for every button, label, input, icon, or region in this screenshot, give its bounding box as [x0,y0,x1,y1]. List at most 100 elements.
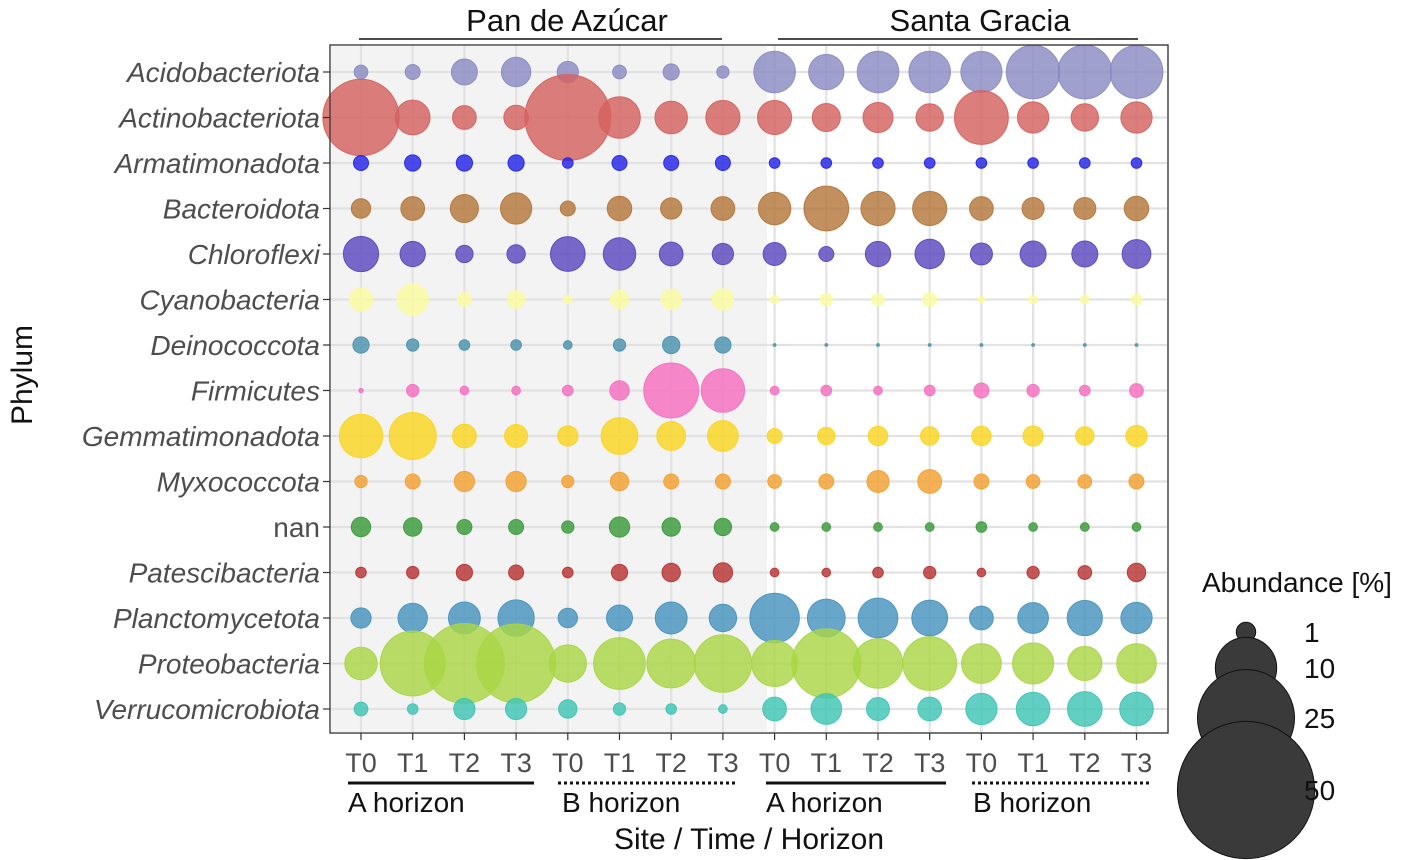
bubble [716,65,730,79]
bubble [452,423,477,449]
bubble [714,336,732,354]
y-tick-label: Verrucomicrobiota [94,694,320,725]
legend-title: Abundance [%] [1202,567,1392,598]
bubble [559,200,576,217]
bubble [658,241,684,267]
bubble [1025,474,1041,489]
x-tick-label: T2 [449,748,481,778]
bubble [1121,239,1152,269]
bubble [506,244,526,264]
bubble [656,421,687,451]
bubble [350,607,372,629]
bubble [349,287,373,312]
bubble [358,387,364,394]
bubble [1077,565,1093,580]
bubble [1078,384,1091,397]
bubble [609,471,630,492]
bubble [1079,522,1090,532]
bubble [1027,157,1039,169]
bubble [608,516,631,538]
bubble [561,384,574,397]
bubble [394,99,431,136]
bubble [449,193,479,224]
x-tick-label: T2 [655,748,687,778]
bubble [769,294,780,305]
bubble [1070,103,1100,132]
bubble [612,338,627,352]
bubble [1026,383,1040,398]
bubble [504,424,529,448]
bubble [561,157,574,169]
bubble [818,473,835,490]
bubble [718,704,728,714]
bubble [1078,157,1091,169]
bubble [767,474,782,489]
bubble [917,469,943,494]
bubble [598,96,641,139]
bubble [922,292,938,307]
x-tick-label: T3 [1121,748,1153,778]
bubble [860,190,896,227]
bubble [920,426,940,446]
bubble [1082,343,1087,347]
bubble [693,634,753,693]
x-tick-label: T1 [1017,748,1049,778]
bubble [396,283,429,316]
bubble [548,644,587,683]
bubble [612,64,627,80]
bubble [923,565,937,580]
bubble [557,425,579,447]
bubble [969,196,994,221]
bubble [322,78,400,157]
bubble [562,294,573,305]
bubble [612,702,627,716]
bubble [873,385,883,396]
bubble [824,343,829,347]
bubble [654,100,688,135]
bubble [927,343,932,347]
bubble [1075,426,1095,446]
bubble [610,563,629,582]
bubble [350,516,372,538]
bubble [352,336,370,354]
bubble [1071,240,1099,268]
bubble [857,597,899,639]
bubble [862,101,894,134]
bubble [876,343,880,347]
bubble [1019,240,1047,268]
bubble [923,384,936,397]
bubble [508,564,525,581]
bubble [342,235,380,273]
bubble [866,469,890,494]
bubble [354,474,368,489]
bubble [1116,643,1157,684]
y-tick-label: Patescibacteria [129,558,320,589]
bubble [969,242,993,266]
x-tick-label: T3 [914,748,946,778]
bubble [593,637,646,690]
bubble [549,236,586,272]
bubble [561,520,575,534]
bubble [923,157,936,169]
bubble [561,566,574,579]
bubble [749,592,800,644]
bubble [1120,601,1153,635]
bubble [973,473,990,490]
bubble [1028,522,1038,532]
bubble [406,703,419,715]
bubble [453,697,476,721]
x-tick-label: T2 [862,748,894,778]
bubble [504,697,528,721]
bubble [456,518,473,536]
legend-label: 1 [1304,617,1320,648]
bubble [762,696,787,722]
bubble [344,646,378,681]
bubble [662,335,681,355]
bubble [600,417,639,455]
horizon-label-4: B horizon [973,787,1091,818]
bubble [821,567,832,578]
bubble [1126,562,1147,583]
bubble [902,636,958,691]
bubble [662,63,680,81]
x-tick-label: T3 [707,748,739,778]
